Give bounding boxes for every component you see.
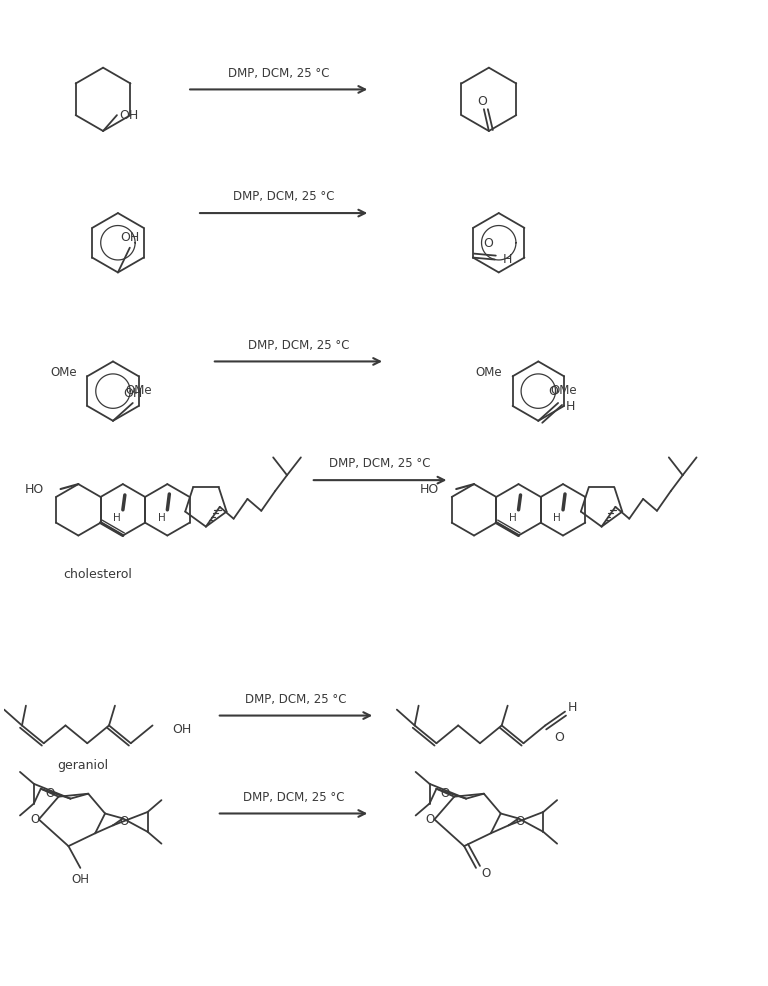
Text: HO: HO — [25, 482, 44, 496]
Text: H: H — [157, 513, 165, 523]
Text: DMP, DCM, 25 °C: DMP, DCM, 25 °C — [248, 338, 349, 352]
Text: geraniol: geraniol — [58, 758, 109, 771]
Text: DMP, DCM, 25 °C: DMP, DCM, 25 °C — [329, 458, 431, 470]
Text: OH: OH — [120, 232, 140, 245]
Text: OH: OH — [119, 108, 138, 121]
Text: OH: OH — [172, 723, 191, 736]
Text: DMP, DCM, 25 °C: DMP, DCM, 25 °C — [243, 791, 344, 804]
Text: H: H — [565, 400, 574, 413]
Text: O: O — [30, 812, 39, 826]
Text: O: O — [515, 815, 524, 828]
Text: OMe: OMe — [125, 384, 152, 396]
Text: DMP, DCM, 25 °C: DMP, DCM, 25 °C — [228, 66, 329, 80]
Text: DMP, DCM, 25 °C: DMP, DCM, 25 °C — [233, 190, 334, 203]
Text: O: O — [483, 238, 493, 250]
Text: O: O — [554, 731, 564, 743]
Text: H: H — [508, 513, 516, 523]
Text: O: O — [426, 812, 435, 826]
Text: O: O — [441, 787, 450, 801]
Text: O: O — [482, 868, 491, 880]
Text: O: O — [548, 385, 558, 397]
Text: OH: OH — [71, 874, 89, 886]
Text: H: H — [568, 701, 578, 714]
Text: OH: OH — [123, 387, 142, 399]
Text: DMP, DCM, 25 °C: DMP, DCM, 25 °C — [245, 693, 346, 706]
Text: H: H — [553, 513, 561, 523]
Text: OMe: OMe — [551, 384, 578, 396]
Text: HO: HO — [420, 482, 439, 496]
Text: H: H — [113, 513, 121, 523]
Text: H: H — [503, 253, 512, 266]
Text: O: O — [45, 787, 55, 801]
Text: OMe: OMe — [475, 366, 502, 379]
Text: cholesterol: cholesterol — [64, 568, 133, 581]
Text: O: O — [477, 95, 487, 107]
Text: OMe: OMe — [50, 366, 77, 379]
Text: O: O — [119, 815, 128, 828]
